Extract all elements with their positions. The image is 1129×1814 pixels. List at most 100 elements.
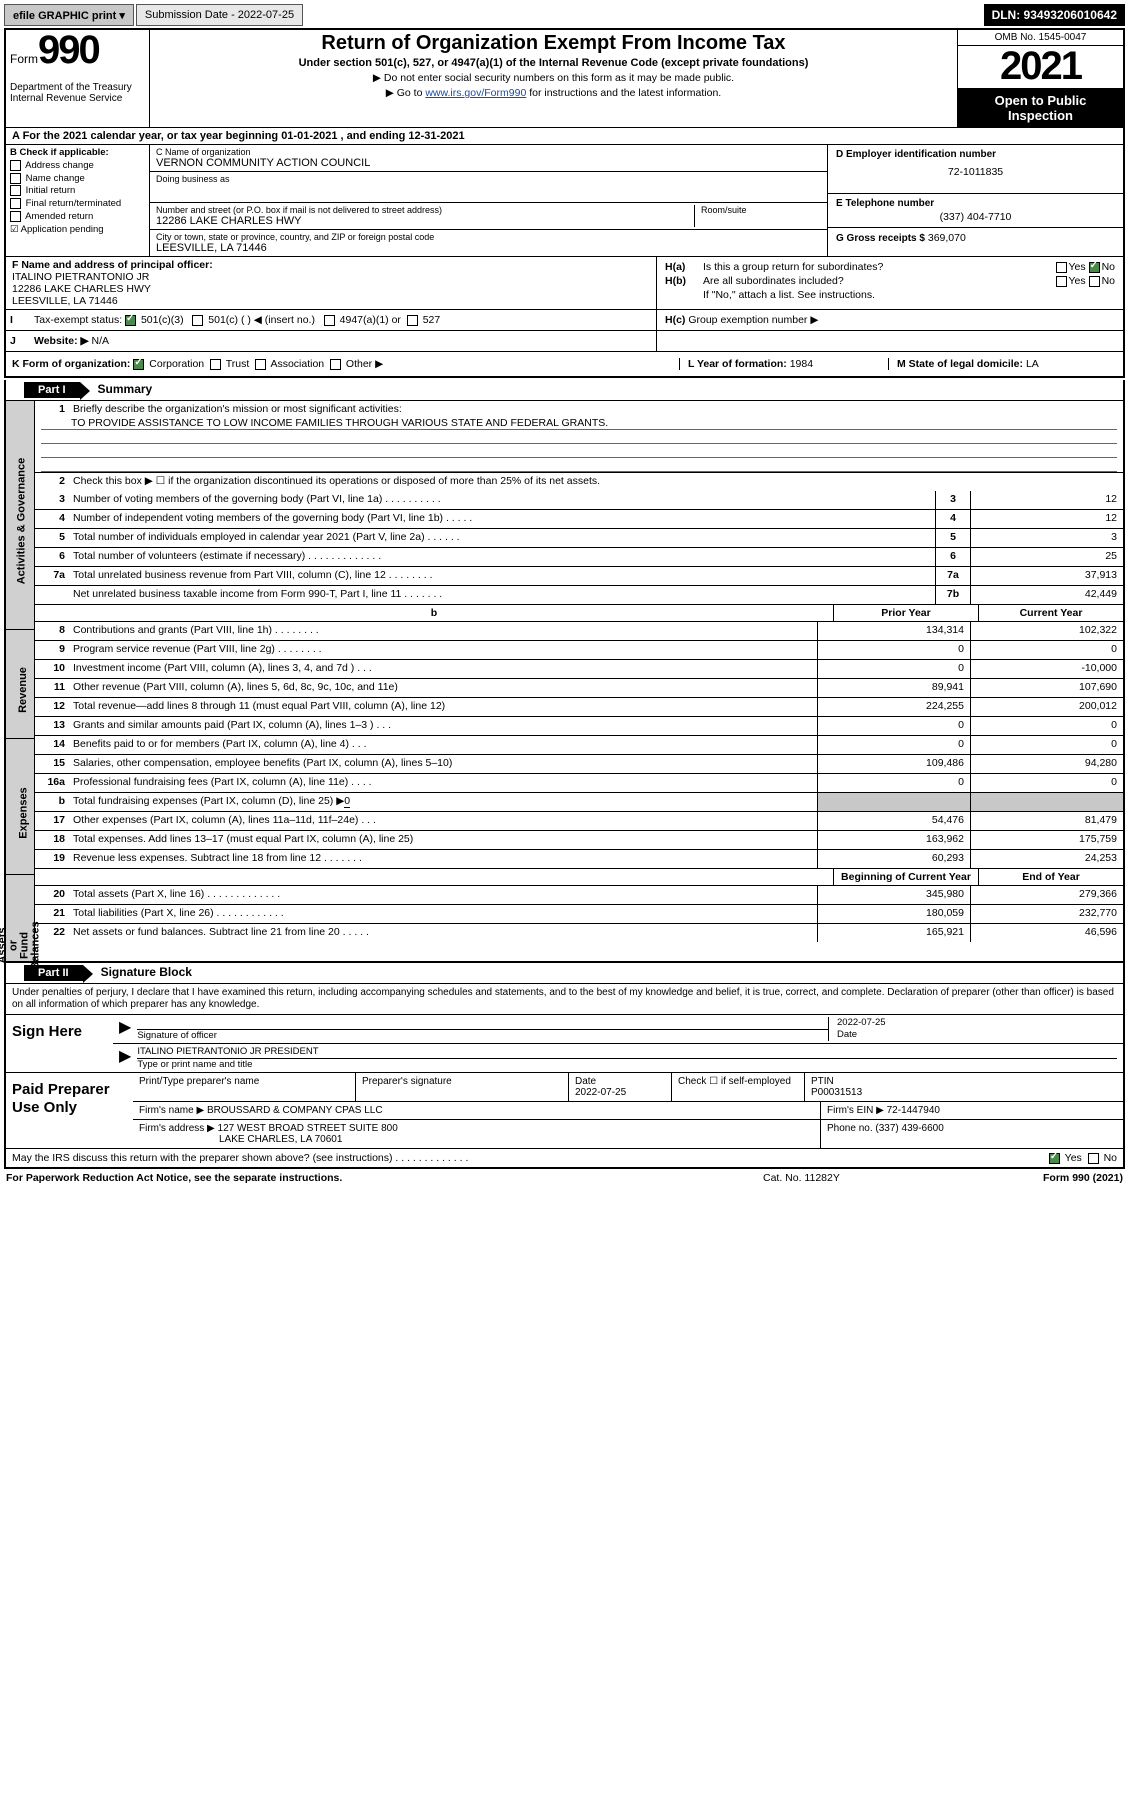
chk-501c3[interactable] (125, 315, 136, 326)
dept-label: Department of the Treasury Internal Reve… (10, 82, 145, 104)
chk-other[interactable] (330, 359, 341, 370)
chk-address[interactable]: Address change (10, 160, 145, 173)
city-box: City or town, state or province, country… (150, 230, 827, 256)
chk-initial[interactable]: Initial return (10, 185, 145, 198)
chk-corp[interactable] (133, 359, 144, 370)
chk-name[interactable]: Name change (10, 173, 145, 186)
hb-answer: Yes No (1015, 275, 1115, 287)
column-c: C Name of organization VERNON COMMUNITY … (150, 145, 827, 256)
prep-sig-col: Preparer's signature (355, 1073, 568, 1101)
k-left: K Form of organization: Corporation Trus… (12, 358, 679, 370)
l1n: 1 (35, 401, 69, 417)
chk-amended[interactable]: Amended return (10, 211, 145, 224)
line-16a: 16aProfessional fundraising fees (Part I… (35, 773, 1123, 792)
form-ref: Form 990 (2021) (963, 1172, 1123, 1184)
hb-text: Are all subordinates included? (703, 275, 1015, 287)
j-label: J (6, 331, 32, 351)
gross-value: 369,070 (928, 232, 966, 244)
header-middle: Return of Organization Exempt From Incom… (150, 30, 957, 127)
row-j: J Website: ▶ N/A (4, 330, 1125, 351)
line-9: 9Program service revenue (Part VIII, lin… (35, 640, 1123, 659)
cat-no: Cat. No. 11282Y (763, 1172, 963, 1184)
firm-name-box: Firm's name ▶ BROUSSARD & COMPANY CPAS L… (133, 1102, 820, 1119)
main-info-block: B Check if applicable: Address change Na… (4, 145, 1125, 256)
hc-label: H(c) (665, 314, 685, 326)
line-10: 10Investment income (Part VIII, column (… (35, 659, 1123, 678)
irs-link[interactable]: www.irs.gov/Form990 (425, 87, 526, 99)
l1t: Briefly describe the organization's miss… (69, 401, 1123, 417)
city-value: LEESVILLE, LA 71446 (156, 242, 821, 254)
vtab-expenses: Expenses (6, 738, 35, 874)
page-footer: For Paperwork Reduction Act Notice, see … (4, 1169, 1125, 1187)
line-22: 22Net assets or fund balances. Subtract … (35, 923, 1123, 942)
part1-title: Summary (98, 382, 153, 396)
officer-name: ITALINO PIETRANTONIO JR (12, 271, 149, 283)
form-number: 990 (38, 28, 99, 72)
form-label: Form (10, 52, 38, 66)
phone-box: E Telephone number (337) 404-7710 (828, 194, 1123, 228)
signature-block: Under penalties of perjury, I declare th… (4, 983, 1125, 1169)
vtab-netassets: Net Assets or Fund Balances (6, 874, 35, 961)
fgh-block: F Name and address of principal officer:… (4, 256, 1125, 309)
chk-trust[interactable] (210, 359, 221, 370)
chk-discuss-yes[interactable] (1049, 1153, 1060, 1164)
dba-box: Doing business as (150, 172, 827, 203)
chk-501c[interactable] (192, 315, 203, 326)
firm-ein-box: Firm's EIN ▶ 72-1447940 (820, 1102, 1123, 1119)
line-7a: 7aTotal unrelated business revenue from … (35, 566, 1123, 585)
prep-selfemp-col[interactable]: Check ☐ if self-employed (671, 1073, 804, 1101)
sig-line-1: ▶ Signature of officer 2022-07-25 Date (113, 1015, 1123, 1044)
chk-final[interactable]: Final return/terminated (10, 198, 145, 211)
ha-text: Is this a group return for subordinates? (703, 261, 1015, 273)
gross-box: G Gross receipts $ 369,070 (828, 228, 1123, 248)
mission-text: TO PROVIDE ASSISTANCE TO LOW INCOME FAMI… (41, 417, 1117, 430)
instruction-1: ▶ Do not enter social security numbers o… (156, 72, 951, 84)
preparer-label: Paid Preparer Use Only (6, 1073, 133, 1148)
line-6: 6Total number of volunteers (estimate if… (35, 547, 1123, 566)
line-4: 4Number of independent voting members of… (35, 509, 1123, 528)
hc-text: Group exemption number ▶ (688, 314, 818, 326)
part2-header: Part IISignature Block (4, 963, 1125, 983)
dba-label: Doing business as (156, 174, 821, 184)
submission-date-button[interactable]: Submission Date - 2022-07-25 (136, 4, 303, 26)
row-a-period: A For the 2021 calendar year, or tax yea… (4, 127, 1125, 145)
beg-end-header: Beginning of Current Year End of Year (35, 868, 1123, 885)
chk-4947[interactable] (324, 315, 335, 326)
i-content: Tax-exempt status: 501(c)(3) 501(c) ( ) … (32, 310, 656, 330)
line-11: 11Other revenue (Part VIII, column (A), … (35, 678, 1123, 697)
tax-year: 2021 (958, 46, 1123, 89)
signature-field[interactable]: Signature of officer (137, 1017, 828, 1041)
prep-name-col: Print/Type preparer's name (133, 1073, 355, 1101)
row-k: K Form of organization: Corporation Trus… (4, 351, 1125, 378)
suite-box: Room/suite (695, 205, 821, 227)
line-8: 8Contributions and grants (Part VIII, li… (35, 621, 1123, 640)
penalty-text: Under penalties of perjury, I declare th… (6, 984, 1123, 1014)
prep-row-2: Firm's name ▶ BROUSSARD & COMPANY CPAS L… (133, 1102, 1123, 1120)
discuss-row: May the IRS discuss this return with the… (6, 1148, 1123, 1167)
street-value: 12286 LAKE CHARLES HWY (156, 215, 694, 227)
summary-section: Activities & Governance Revenue Expenses… (4, 400, 1125, 963)
date-field: 2022-07-25 Date (828, 1017, 1117, 1041)
sign-here-row: Sign Here ▶ Signature of officer 2022-07… (6, 1014, 1123, 1072)
l-box: L Year of formation: 1984 (679, 358, 888, 370)
officer-addr1: 12286 LAKE CHARLES HWY (12, 283, 151, 295)
org-name-box: C Name of organization VERNON COMMUNITY … (150, 145, 827, 172)
chk-discuss-no[interactable] (1088, 1153, 1099, 1164)
efile-button[interactable]: efile GRAPHIC print ▾ (4, 4, 134, 26)
sign-here-label: Sign Here (6, 1015, 113, 1072)
line-3: 3Number of voting members of the governi… (35, 491, 1123, 509)
prep-row-1: Print/Type preparer's name Preparer's si… (133, 1073, 1123, 1102)
chk-527[interactable] (407, 315, 418, 326)
chk-pending[interactable]: ☑ Application pending (10, 224, 145, 237)
firm-phone-box: Phone no. (337) 439-6600 (820, 1120, 1123, 1148)
website-value: N/A (91, 335, 109, 347)
m-box: M State of legal domicile: LA (888, 358, 1117, 370)
header: Form990 Department of the Treasury Inter… (4, 28, 1125, 127)
ein-label: D Employer identification number (836, 149, 1115, 160)
chk-assoc[interactable] (255, 359, 266, 370)
h-questions: H(a) Is this a group return for subordin… (657, 257, 1123, 309)
dln-label: DLN: 93493206010642 (984, 4, 1125, 26)
j-content: Website: ▶ N/A (32, 331, 656, 351)
line-19: 19Revenue less expenses. Subtract line 1… (35, 849, 1123, 868)
paperwork-notice: For Paperwork Reduction Act Notice, see … (6, 1172, 763, 1184)
